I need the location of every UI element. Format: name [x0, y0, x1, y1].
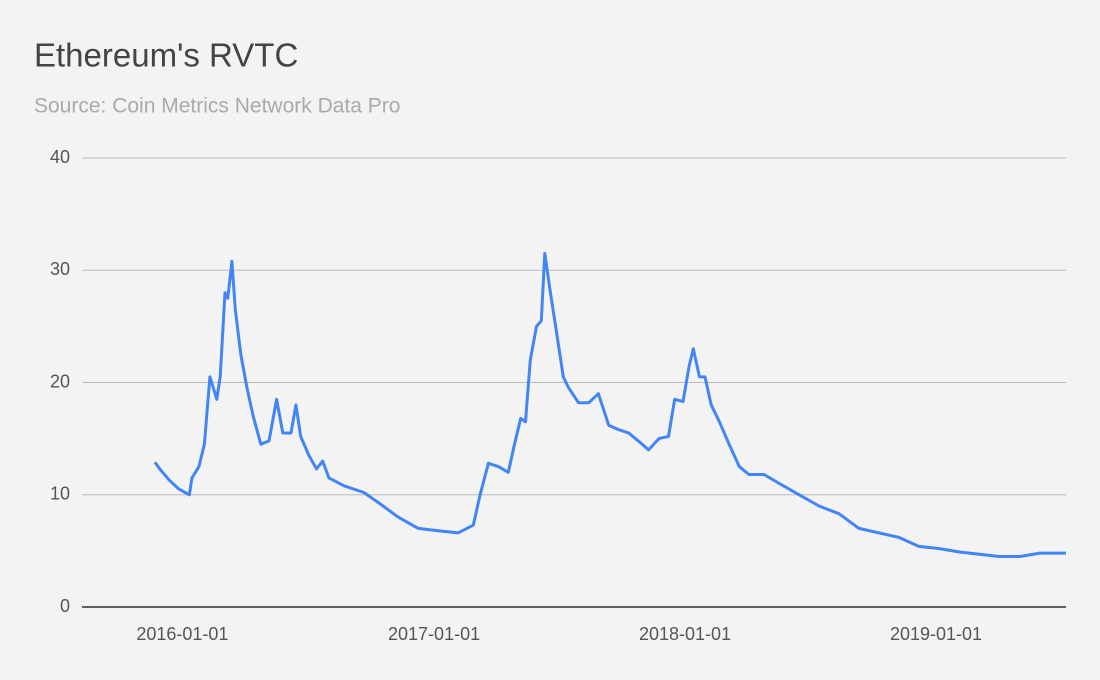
x-tick-label: 2018-01-01: [639, 624, 731, 644]
x-tick-label: 2016-01-01: [136, 624, 228, 644]
y-tick-label: 0: [60, 596, 70, 616]
chart-subtitle: Source: Coin Metrics Network Data Pro: [34, 95, 400, 118]
x-tick-label: 2017-01-01: [388, 624, 480, 644]
chart-title: Ethereum's RVTC: [34, 37, 298, 74]
x-tick-label: 2019-01-01: [890, 624, 982, 644]
y-tick-label: 40: [50, 147, 70, 167]
line-series: [153, 251, 1066, 558]
y-tick-label: 20: [50, 371, 70, 391]
y-tick-label: 10: [50, 484, 70, 504]
y-tick-label: 30: [50, 259, 70, 279]
